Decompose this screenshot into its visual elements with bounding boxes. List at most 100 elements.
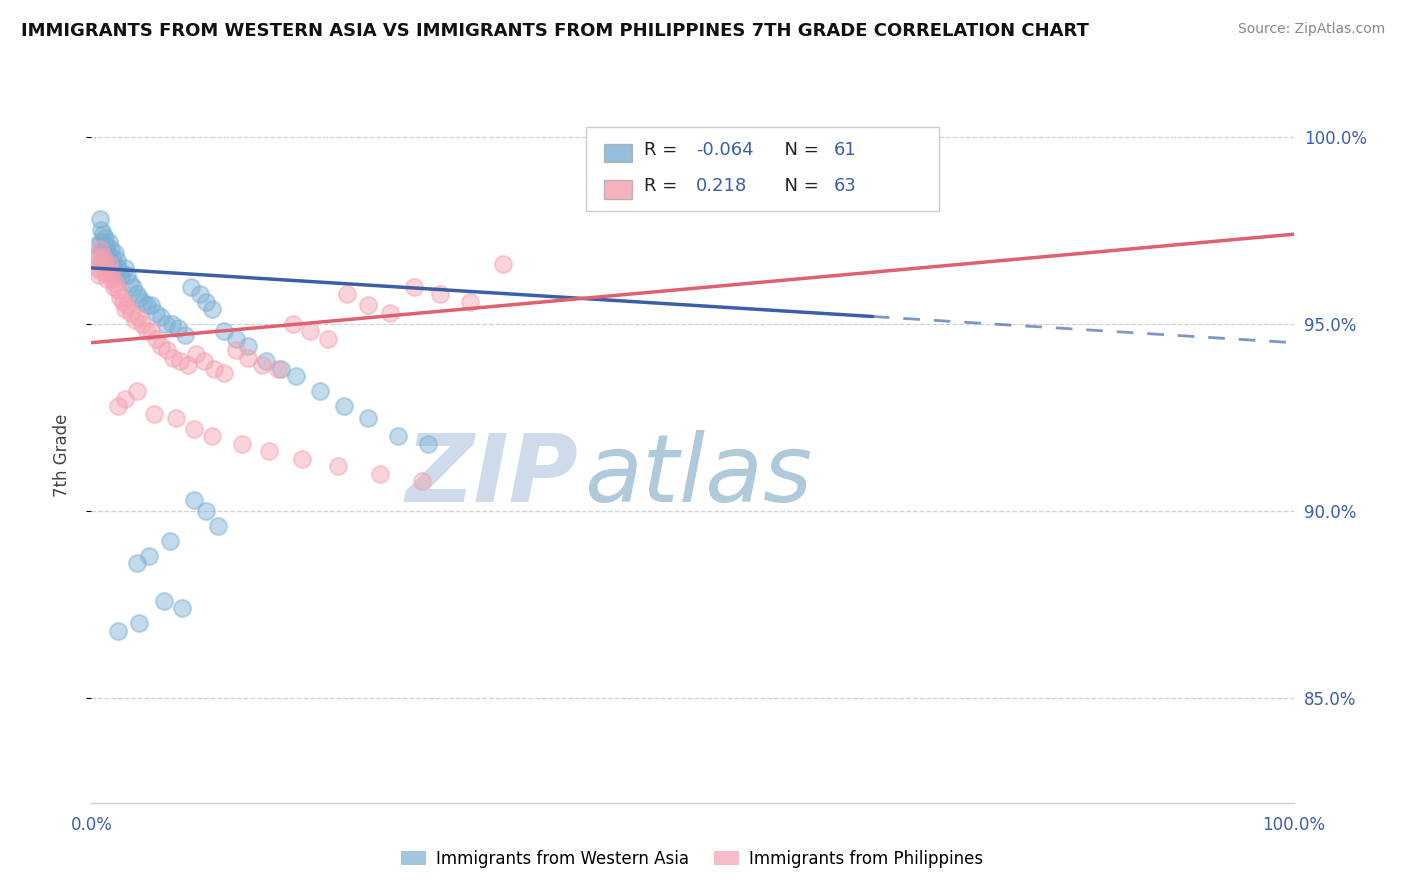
Point — [183, 422, 205, 436]
Point — [267, 362, 290, 376]
Point — [193, 354, 215, 368]
Point — [90, 223, 112, 237]
Point — [155, 317, 177, 331]
Point — [101, 272, 124, 286]
Point — [100, 265, 122, 279]
Point — [284, 369, 307, 384]
Point — [357, 410, 380, 425]
Point — [98, 257, 121, 271]
Point — [225, 343, 247, 358]
Point — [152, 594, 174, 608]
Point — [110, 268, 132, 283]
Point — [326, 459, 349, 474]
Point — [93, 250, 115, 264]
Point — [145, 332, 167, 346]
Point — [138, 549, 160, 563]
Point — [107, 260, 129, 275]
Point — [231, 436, 253, 450]
Point — [387, 429, 409, 443]
Point — [89, 242, 111, 256]
Point — [86, 260, 108, 275]
Point — [93, 231, 115, 245]
Text: -0.064: -0.064 — [696, 141, 754, 159]
Point — [159, 533, 181, 548]
Point — [336, 287, 359, 301]
Point — [122, 279, 145, 293]
Point — [110, 291, 132, 305]
Point — [254, 354, 277, 368]
Point — [100, 242, 122, 256]
Point — [194, 294, 217, 309]
Point — [127, 310, 149, 324]
Point — [194, 504, 217, 518]
Point — [94, 265, 117, 279]
Point — [107, 283, 129, 297]
Point — [180, 279, 202, 293]
Point — [114, 392, 136, 406]
Point — [183, 492, 205, 507]
Point — [212, 366, 235, 380]
Point — [104, 246, 127, 260]
Point — [411, 474, 433, 488]
Point — [91, 265, 114, 279]
Point — [135, 298, 157, 312]
Point — [105, 253, 128, 268]
Point — [150, 310, 173, 324]
Point — [90, 235, 112, 249]
Text: R =: R = — [644, 141, 683, 159]
Point — [174, 328, 197, 343]
Point — [212, 325, 235, 339]
Point — [165, 410, 187, 425]
Point — [333, 399, 356, 413]
Point — [124, 313, 146, 327]
Point — [141, 325, 163, 339]
Point — [96, 272, 118, 286]
Point — [167, 320, 190, 334]
Point — [93, 257, 115, 271]
Point — [94, 238, 117, 252]
Point — [283, 317, 305, 331]
Point — [107, 624, 129, 638]
Point — [104, 276, 127, 290]
Point — [250, 358, 273, 372]
Point — [141, 298, 163, 312]
Point — [378, 306, 401, 320]
Point — [184, 347, 207, 361]
Point — [98, 235, 121, 249]
Legend: Immigrants from Western Asia, Immigrants from Philippines: Immigrants from Western Asia, Immigrants… — [395, 843, 990, 874]
Point — [270, 362, 292, 376]
Point — [162, 351, 184, 365]
Point — [118, 276, 141, 290]
Point — [207, 519, 229, 533]
Point — [89, 212, 111, 227]
Point — [291, 451, 314, 466]
Point — [101, 257, 124, 271]
Point — [110, 265, 132, 279]
Text: 61: 61 — [834, 141, 856, 159]
Text: 63: 63 — [834, 177, 856, 195]
Point — [429, 287, 451, 301]
Point — [135, 325, 157, 339]
Text: ZIP: ZIP — [405, 430, 578, 522]
Point — [142, 407, 165, 421]
Point — [299, 325, 322, 339]
Point — [402, 279, 425, 293]
Point — [93, 242, 115, 256]
Point — [97, 253, 120, 268]
Point — [125, 287, 148, 301]
Point — [236, 339, 259, 353]
Point — [236, 351, 259, 365]
Point — [458, 294, 481, 309]
Text: Source: ZipAtlas.com: Source: ZipAtlas.com — [1237, 22, 1385, 37]
Point — [201, 301, 224, 316]
Point — [170, 601, 193, 615]
Point — [308, 384, 330, 399]
Point — [90, 253, 112, 268]
Point — [202, 362, 225, 376]
Text: IMMIGRANTS FROM WESTERN ASIA VS IMMIGRANTS FROM PHILIPPINES 7TH GRADE CORRELATIO: IMMIGRANTS FROM WESTERN ASIA VS IMMIGRAN… — [21, 22, 1090, 40]
Point — [128, 291, 150, 305]
Point — [120, 306, 142, 320]
Text: R =: R = — [644, 177, 689, 195]
Point — [225, 332, 247, 346]
Point — [131, 317, 153, 331]
